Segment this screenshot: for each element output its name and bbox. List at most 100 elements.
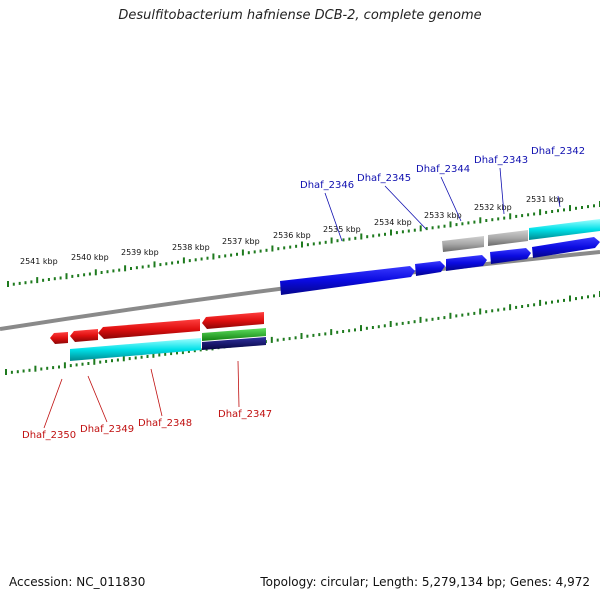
forward-major-tick [330,237,333,244]
cds-forward-dhaf-2345[interactable] [415,261,445,276]
gene-label-dhaf-2349[interactable]: Dhaf_2349 [80,424,134,435]
feature-gray-1[interactable] [442,236,484,252]
kbp-label-2532: 2532 kbp [474,203,512,212]
reverse-major-tick [479,308,482,315]
reverse-minor-tick [503,307,506,311]
feature-navy[interactable] [202,337,266,350]
forward-minor-tick [521,214,524,218]
forward-major-tick [509,213,512,220]
reverse-minor-tick [288,337,291,341]
forward-minor-tick [354,236,357,240]
leader-dhaf-2342 [557,195,561,208]
gene-label-dhaf-2342[interactable]: Dhaf_2342 [531,146,585,157]
reverse-minor-tick [533,303,536,307]
reverse-major-tick [539,299,542,306]
reverse-minor-tick [336,330,339,334]
feature-cyan-reverse[interactable] [70,338,201,361]
reverse-minor-tick [473,311,476,315]
forward-minor-tick [59,276,62,280]
forward-minor-tick [557,209,559,213]
reverse-minor-tick [22,369,25,373]
forward-minor-tick [200,257,203,261]
forward-major-tick [569,205,571,212]
reverse-minor-tick [491,309,494,313]
reverse-major-tick [569,295,571,302]
reverse-minor-tick [383,324,386,328]
forward-minor-tick [171,261,174,265]
forward-minor-tick [342,238,345,242]
reverse-minor-tick [10,370,13,374]
feature-green[interactable] [202,328,266,341]
forward-major-tick [65,273,68,280]
reverse-minor-tick [348,329,351,333]
cds-reverse-dhaf-2348[interactable] [98,319,200,339]
forward-minor-tick [277,247,280,251]
forward-minor-tick [188,259,191,263]
forward-minor-tick [563,208,565,212]
cds-forward-dhaf-2344[interactable] [446,255,487,271]
forward-minor-tick [312,242,315,246]
forward-minor-tick [318,241,321,245]
forward-minor-tick [384,232,386,236]
cds-reverse-dhaf-2349[interactable] [70,329,98,342]
gene-label-dhaf-2344[interactable]: Dhaf_2344 [416,164,470,175]
leader-dhaf-2344 [440,176,462,222]
forward-minor-tick [53,277,56,281]
reverse-minor-tick [443,316,446,320]
cds-reverse-dhaf-2347[interactable] [202,312,264,329]
forward-minor-tick [473,220,476,224]
forward-minor-tick [413,228,416,232]
forward-minor-tick [395,231,398,235]
forward-major-tick [153,261,156,268]
reverse-major-tick [449,312,452,319]
reverse-major-tick [509,304,512,311]
reverse-minor-tick [193,349,196,353]
forward-minor-tick [283,246,286,250]
gene-label-dhaf-2345[interactable]: Dhaf_2345 [357,173,411,184]
feature-cyan-forward[interactable] [529,219,600,240]
forward-major-tick [419,225,422,232]
forward-minor-tick [425,227,428,231]
leader-dhaf-2343 [499,167,505,215]
reverse-minor-tick [58,365,60,369]
reverse-minor-tick [87,362,90,365]
cds-forward-dhaf-2342[interactable] [532,237,600,258]
reverse-minor-tick [342,330,345,333]
forward-minor-tick [47,278,50,281]
gene-label-dhaf-2348[interactable]: Dhaf_2348 [138,418,192,429]
forward-minor-tick [71,274,74,278]
forward-minor-tick [372,234,375,238]
cds-reverse-dhaf-2350[interactable] [50,332,68,344]
reverse-minor-tick [371,326,374,329]
forward-minor-tick [289,245,292,249]
forward-minor-tick [224,254,227,258]
forward-minor-tick [77,274,80,278]
forward-major-tick [94,269,97,276]
cds-forward-dhaf-2343[interactable] [490,248,531,264]
reverse-features [50,312,266,361]
reverse-minor-tick [282,337,285,341]
forward-major-tick [36,277,39,284]
gene-label-dhaf-2350[interactable]: Dhaf_2350 [22,430,76,441]
forward-minor-tick [485,219,488,222]
forward-minor-tick [24,281,27,285]
forward-minor-tick [159,263,162,267]
reverse-minor-tick [324,332,327,336]
gene-label-dhaf-2347[interactable]: Dhaf_2347 [218,409,272,420]
cds-forward-dhaf-2346[interactable] [280,266,415,295]
gene-label-dhaf-2346[interactable]: Dhaf_2346 [300,180,354,191]
reverse-minor-tick [377,325,380,329]
leader-dhaf-2347 [237,360,240,408]
reverse-major-tick [360,325,362,332]
feature-gray-2[interactable] [488,230,528,246]
forward-minor-tick [218,255,221,259]
reverse-minor-tick [69,364,72,368]
reverse-minor-tick [28,368,31,372]
reverse-minor-tick [467,312,470,316]
forward-major-tick [182,257,185,264]
forward-minor-tick [253,250,256,254]
forward-minor-tick [42,278,45,282]
reverse-minor-tick [128,357,131,361]
forward-major-tick [360,233,363,240]
gene-label-dhaf-2343[interactable]: Dhaf_2343 [474,155,528,166]
